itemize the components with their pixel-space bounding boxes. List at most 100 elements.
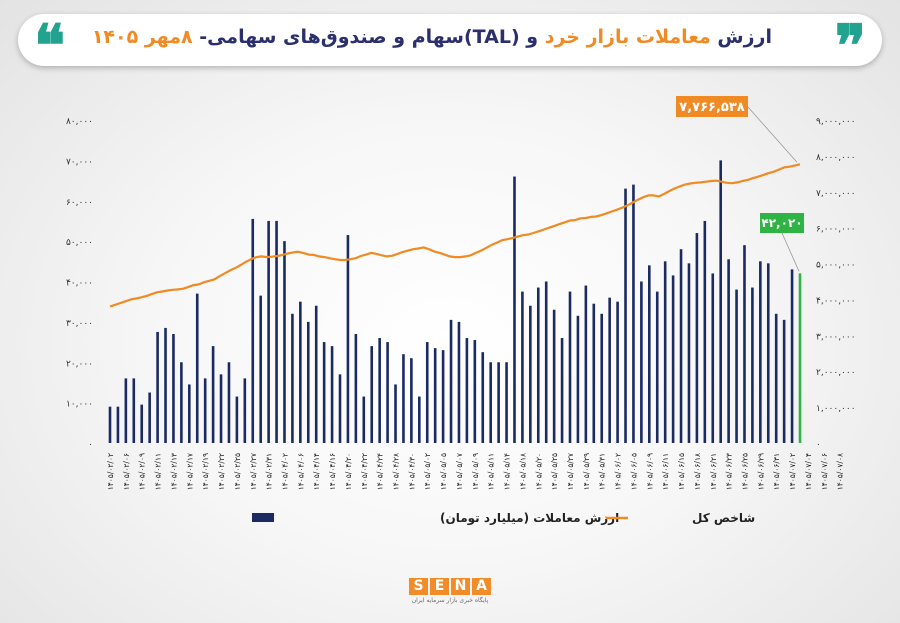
x-tick-label: ۱۴۰۵/۰۴/۲۸ — [392, 453, 401, 490]
bar — [338, 374, 342, 443]
x-tick-label: ۱۴۰۵/۰۶/۰۵ — [629, 453, 638, 490]
x-tick-label: ۱۴۰۵/۰۷/۰۸ — [836, 453, 845, 490]
x-tick-label: ۱۴۰۵/۰۵/۰۵ — [439, 453, 448, 490]
x-tick-label: ۱۴۰۵/۰۴/۲۲ — [360, 453, 369, 490]
y-left-tick-label: ۶۰,۰۰۰ — [66, 198, 93, 208]
x-tick-label: ۱۴۰۵/۰۵/۳۱ — [598, 453, 607, 490]
bar — [394, 384, 397, 443]
bar — [703, 220, 707, 443]
x-tick-label: ۱۴۰۵/۰۵/۱۴ — [503, 453, 512, 490]
bar — [433, 348, 437, 443]
bar — [640, 281, 643, 443]
y-right-tick-label: ۹,۰۰۰,۰۰۰ — [816, 117, 856, 127]
title-part-3: و (TAL)سهام و صندوق‌های سهامی- — [192, 26, 545, 48]
x-tick-label: ۱۴۰۵/۰۶/۱۱ — [661, 453, 670, 490]
y-right-tick-label: ۷,۰۰۰,۰۰۰ — [816, 189, 856, 199]
y-right-tick-label: ۶,۰۰۰,۰۰۰ — [816, 225, 856, 235]
bar — [267, 220, 270, 443]
bar — [410, 358, 413, 443]
bar — [172, 333, 175, 443]
bar — [568, 291, 572, 443]
bar — [798, 273, 802, 443]
bar — [188, 384, 191, 443]
x-tick-label: ۱۴۰۵/۰۶/۰۲ — [614, 453, 623, 490]
bar — [679, 249, 683, 443]
x-tick-label: ۱۴۰۵/۰۵/۲۹ — [582, 453, 591, 490]
bar — [521, 291, 524, 443]
bar — [378, 338, 381, 443]
quote-right-icon: ❞ — [834, 12, 866, 80]
x-tick-label: ۱۴۰۵/۰۶/۱۸ — [693, 453, 702, 490]
x-tick-label: ۱۴۰۵/۰۵/۰۷ — [455, 453, 464, 490]
x-tick-label: ۱۴۰۵/۰۶/۲۱ — [709, 453, 718, 490]
bar — [576, 315, 580, 443]
header-bar: ❝ ارزش معاملات بازار خرد و (TAL)سهام و ص… — [18, 14, 882, 75]
bar — [552, 309, 556, 443]
y-left-tick-label: ۵۰,۰۰۰ — [66, 238, 93, 248]
x-tick-label: ۱۴۰۵/۰۴/۰۶ — [296, 453, 305, 490]
x-tick-label: ۱۴۰۵/۰۷/۰۲ — [788, 453, 797, 490]
quote-left-icon: ❝ — [34, 12, 66, 80]
logo-letter-3: A — [472, 578, 491, 595]
x-tick-label: ۱۴۰۵/۰۶/۲۹ — [756, 453, 765, 490]
bar — [275, 220, 278, 443]
bar — [180, 362, 183, 443]
bar — [608, 297, 611, 443]
bar — [346, 235, 350, 443]
x-tick-label: ۱۴۰۵/۰۵/۰۲ — [423, 453, 432, 490]
x-tick-label: ۱۴۰۵/۰۷/۰۶ — [820, 453, 829, 490]
bar — [306, 321, 310, 443]
title-part-1: ارزش — [710, 26, 772, 48]
bar — [330, 346, 334, 443]
bar — [156, 331, 159, 443]
index-line — [109, 163, 801, 308]
bar — [648, 265, 651, 443]
y-right-tick-label: ۲,۰۰۰,۰۰۰ — [816, 368, 856, 378]
bar — [235, 396, 239, 443]
x-tick-label: ۱۴۰۵/۰۴/۱۶ — [328, 453, 337, 490]
bar — [124, 378, 128, 443]
bar — [164, 327, 167, 443]
x-tick-label: ۱۴۰۵/۰۲/۲۲ — [217, 453, 226, 490]
bar — [671, 275, 675, 443]
bar — [560, 338, 564, 443]
bar — [632, 184, 635, 443]
bar — [132, 378, 136, 443]
bar — [711, 273, 715, 443]
x-tick-label: ۱۴۰۵/۰۴/۰۲ — [280, 453, 289, 490]
bar — [513, 176, 516, 443]
bar — [322, 342, 326, 443]
y-left-tick-label: ۲۰,۰۰۰ — [66, 359, 93, 369]
title-part-2: معاملات بازار خرد — [544, 26, 711, 48]
x-tick-label: ۱۴۰۵/۰۵/۲۰ — [534, 453, 543, 490]
bar — [544, 281, 548, 443]
bar — [243, 378, 247, 443]
x-tick-label: ۱۴۰۵/۰۲/۱۳ — [169, 453, 178, 490]
bar — [370, 346, 374, 443]
y-left-tick-label: ۱۰,۰۰۰ — [66, 400, 93, 410]
bar — [489, 362, 492, 443]
x-tick-label: ۱۴۰۵/۰۶/۱۵ — [677, 453, 686, 490]
bar — [140, 404, 144, 443]
bar — [759, 261, 762, 443]
value-annotation-label: ۴۲,۰۲۰ — [761, 216, 802, 230]
x-tick-label: ۱۴۰۵/۰۲/۱۷ — [185, 453, 194, 490]
bar — [386, 342, 389, 443]
x-tick-label: ۱۴۰۵/۰۲/۰۲ — [106, 453, 115, 490]
x-tick-label: ۱۴۰۵/۰۲/۳۱ — [265, 453, 274, 490]
x-tick-label: ۱۴۰۵/۰۴/۳۰ — [407, 453, 416, 490]
x-tick-label: ۱۴۰۵/۰۵/۰۹ — [471, 453, 480, 490]
bar — [291, 313, 294, 443]
x-tick-label: ۱۴۰۵/۰۶/۳۱ — [772, 453, 781, 490]
bar — [655, 291, 659, 443]
bar — [473, 340, 477, 443]
bar — [227, 362, 231, 443]
bar — [529, 305, 532, 443]
y-right-tick-label: ۴,۰۰۰,۰۰۰ — [816, 296, 856, 306]
x-tick-label: ۱۴۰۵/۰۵/۱۸ — [518, 453, 527, 490]
bar — [497, 362, 500, 443]
bar — [283, 241, 286, 443]
